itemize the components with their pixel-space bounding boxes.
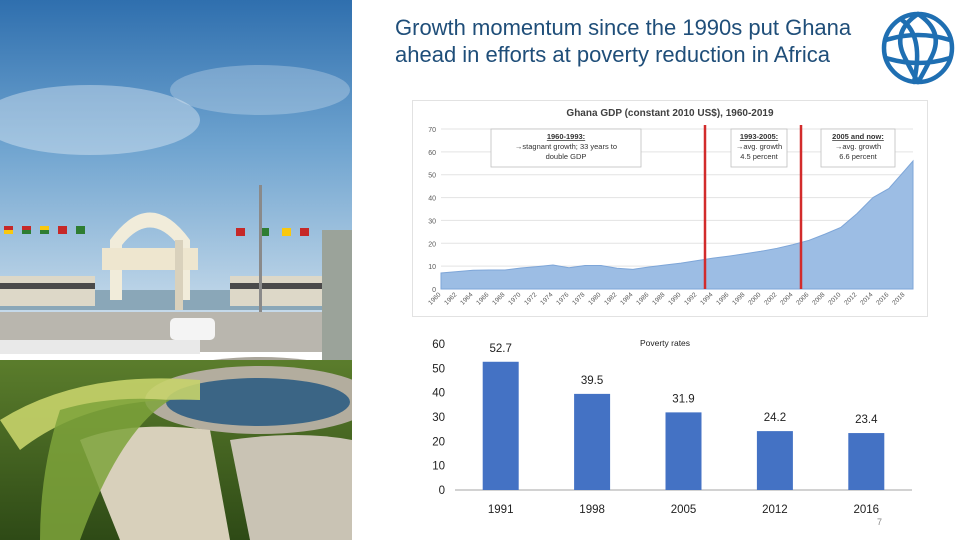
gdp-y-tick-label: 10 — [428, 264, 436, 271]
gdp-x-tick-label: 1994 — [699, 291, 714, 306]
gdp-x-tick-label: 1974 — [539, 291, 554, 306]
poverty-y-tick-label: 50 — [432, 363, 445, 375]
gdp-x-tick-label: 2016 — [875, 291, 890, 306]
poverty-data-label: 24.2 — [764, 412, 786, 424]
poverty-y-tick-label: 30 — [432, 412, 445, 424]
gdp-y-tick-label: 60 — [428, 150, 436, 157]
gdp-x-tick-label: 1984 — [619, 291, 634, 306]
gdp-x-tick-label: 2006 — [795, 291, 810, 306]
gdp-x-tick-label: 1988 — [651, 291, 666, 306]
poverty-data-label: 52.7 — [490, 343, 512, 355]
gdp-annotation-text: →avg. growth — [835, 142, 881, 151]
gdp-x-tick-label: 1962 — [443, 291, 458, 306]
gdp-x-tick-label: 1968 — [491, 291, 506, 306]
poverty-y-tick-label: 20 — [432, 436, 445, 448]
gdp-annotation-text: →avg. growth — [736, 142, 782, 151]
poverty-bar — [666, 412, 702, 490]
globe-logo-svg — [874, 6, 960, 92]
gdp-x-tick-label: 2012 — [843, 291, 858, 306]
gdp-annotation-text: 2005 and now: — [832, 132, 884, 141]
poverty-chart-panel: Poverty rates 0 10 20 30 40 50 60 52.7 1991 39.5 1… — [420, 333, 917, 525]
poverty-y-tick-label: 0 — [439, 485, 445, 497]
gdp-x-tick-label: 1982 — [603, 291, 618, 306]
gdp-y-tick-label: 40 — [428, 196, 436, 203]
gdp-x-tick-label: 1966 — [475, 291, 490, 306]
poverty-data-label: 39.5 — [581, 375, 603, 387]
gdp-x-tick-label: 2000 — [747, 291, 762, 306]
gdp-x-tick-label: 2014 — [859, 291, 874, 306]
gdp-x-tick-label: 1964 — [459, 291, 474, 306]
poverty-bar-chart: Poverty rates 0 10 20 30 40 50 60 52.7 1991 39.5 1… — [420, 333, 917, 525]
independence-square-photo — [0, 0, 352, 540]
poverty-y-tick-label: 10 — [432, 461, 445, 473]
gdp-annotation-text: 4.5 percent — [740, 152, 778, 161]
gdp-x-tick-label: 1998 — [731, 291, 746, 306]
world-bank-globe-icon — [874, 6, 960, 92]
page-number: 7 — [877, 517, 882, 527]
gdp-x-tick-label: 1980 — [587, 291, 602, 306]
poverty-y-tick-label: 60 — [432, 339, 445, 351]
poverty-x-tick-label: 1991 — [488, 504, 514, 516]
gdp-x-tick-label: 2004 — [779, 291, 794, 306]
poverty-bar — [848, 433, 884, 490]
poverty-bar — [757, 431, 793, 490]
poverty-x-tick-label: 2005 — [671, 504, 697, 516]
gdp-x-tick-label: 1996 — [715, 291, 730, 306]
poverty-x-tick-label: 2016 — [854, 504, 880, 516]
gdp-annotation-text: →stagnant growth; 33 years to — [515, 142, 617, 151]
gdp-y-tick-label: 20 — [428, 241, 436, 248]
gdp-y-tick-label: 30 — [428, 218, 436, 225]
gdp-x-tick-label: 2010 — [827, 291, 842, 306]
poverty-data-label: 31.9 — [672, 393, 694, 405]
gdp-area-chart: Ghana GDP (constant 2010 US$), 1960-2019… — [413, 101, 927, 316]
gdp-y-tick-label: 50 — [428, 173, 436, 180]
gdp-x-tick-label: 1960 — [427, 291, 442, 306]
gdp-area-series — [441, 161, 913, 289]
gdp-x-tick-label: 1972 — [523, 291, 538, 306]
gdp-x-tick-label: 1986 — [635, 291, 650, 306]
gdp-x-tick-label: 2002 — [763, 291, 778, 306]
gdp-x-tick-label: 1990 — [667, 291, 682, 306]
gdp-chart-panel: Ghana GDP (constant 2010 US$), 1960-2019… — [412, 100, 928, 317]
gdp-x-tick-label: 2018 — [891, 291, 906, 306]
gdp-annotation-text: 1960-1993: — [547, 132, 585, 141]
photo-illustration — [0, 0, 352, 540]
gdp-chart-title: Ghana GDP (constant 2010 US$), 1960-2019 — [566, 108, 774, 119]
gdp-x-tick-label: 1978 — [571, 291, 586, 306]
gdp-x-tick-label: 1970 — [507, 291, 522, 306]
gdp-annotation-text: 1993-2005: — [740, 132, 778, 141]
gdp-x-tick-label: 2008 — [811, 291, 826, 306]
poverty-bar — [574, 394, 610, 490]
gdp-x-tick-label: 1976 — [555, 291, 570, 306]
poverty-bar — [483, 362, 519, 490]
poverty-x-tick-label: 1998 — [579, 504, 605, 516]
gdp-annotation-text: 6.6 percent — [839, 152, 877, 161]
poverty-x-tick-label: 2012 — [762, 504, 788, 516]
gdp-y-tick-label: 70 — [428, 127, 436, 134]
poverty-chart-title: Poverty rates — [640, 338, 690, 348]
gdp-x-tick-label: 1992 — [683, 291, 698, 306]
poverty-data-label: 23.4 — [855, 414, 878, 426]
slide-title: Growth momentum since the 1990s put Ghan… — [395, 14, 865, 68]
gdp-annotation-text: double GDP — [546, 152, 587, 161]
poverty-y-tick-label: 40 — [432, 388, 445, 400]
